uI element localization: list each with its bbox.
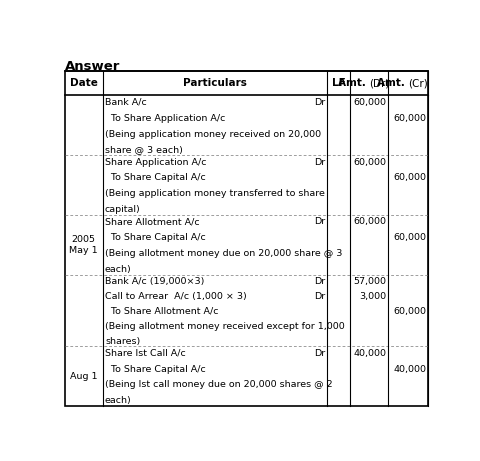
Text: (Dr): (Dr) [369,78,389,89]
Text: Dr: Dr [313,98,324,107]
Text: Dr: Dr [313,277,324,286]
Text: Dr: Dr [313,349,324,358]
Text: (Being allotment money due on 20,000 share @ 3: (Being allotment money due on 20,000 sha… [105,249,342,258]
Text: capital): capital) [105,205,141,214]
Text: Bank A/c (19,000×3): Bank A/c (19,000×3) [105,277,204,286]
Text: To Share Application A/c: To Share Application A/c [105,114,225,123]
Text: Answer: Answer [64,59,120,72]
Text: Amt.: Amt. [337,78,369,89]
Text: Particulars: Particulars [182,78,246,89]
Text: Bank A/c: Bank A/c [105,98,146,107]
Text: 3,000: 3,000 [359,292,386,301]
Text: To Share Capital A/c: To Share Capital A/c [105,173,205,183]
Text: Dr: Dr [313,292,324,301]
Text: each): each) [105,396,132,405]
Text: Call to Arrear  A/c (1,000 × 3): Call to Arrear A/c (1,000 × 3) [105,292,246,301]
Text: 60,000: 60,000 [393,307,426,316]
Text: 60,000: 60,000 [393,173,426,183]
Text: shares): shares) [105,337,140,345]
Text: Share Ist Call A/c: Share Ist Call A/c [105,349,185,358]
Text: Share Application A/c: Share Application A/c [105,158,206,167]
Text: Date: Date [70,78,97,89]
Text: LF: LF [331,78,345,89]
Text: Amt.: Amt. [376,78,408,89]
Text: (Being application money transferred to share: (Being application money transferred to … [105,189,324,198]
Text: 2005
May 1: 2005 May 1 [69,235,98,255]
Text: 60,000: 60,000 [353,98,386,107]
Text: share @ 3 each): share @ 3 each) [105,145,182,154]
Text: (Cr): (Cr) [408,78,427,89]
Text: 40,000: 40,000 [353,349,386,358]
Text: To Share Capital A/c: To Share Capital A/c [105,233,205,242]
Text: 60,000: 60,000 [353,158,386,167]
Text: Dr: Dr [313,218,324,226]
Text: 57,000: 57,000 [353,277,386,286]
Text: (Being application money received on 20,000: (Being application money received on 20,… [105,130,321,139]
Text: Aug 1: Aug 1 [70,372,97,381]
Text: 60,000: 60,000 [393,114,426,123]
Text: 60,000: 60,000 [353,218,386,226]
Text: 60,000: 60,000 [393,233,426,242]
Text: 40,000: 40,000 [393,365,426,373]
Text: Dr: Dr [313,158,324,167]
Text: (Being allotment money received except for 1,000: (Being allotment money received except f… [105,322,344,331]
Text: To Share Capital A/c: To Share Capital A/c [105,365,205,373]
Text: Share Allotment A/c: Share Allotment A/c [105,218,199,226]
Text: each): each) [105,265,132,274]
Text: To Share Allotment A/c: To Share Allotment A/c [105,307,218,316]
Text: (Being Ist call money due on 20,000 shares @ 2: (Being Ist call money due on 20,000 shar… [105,380,332,390]
